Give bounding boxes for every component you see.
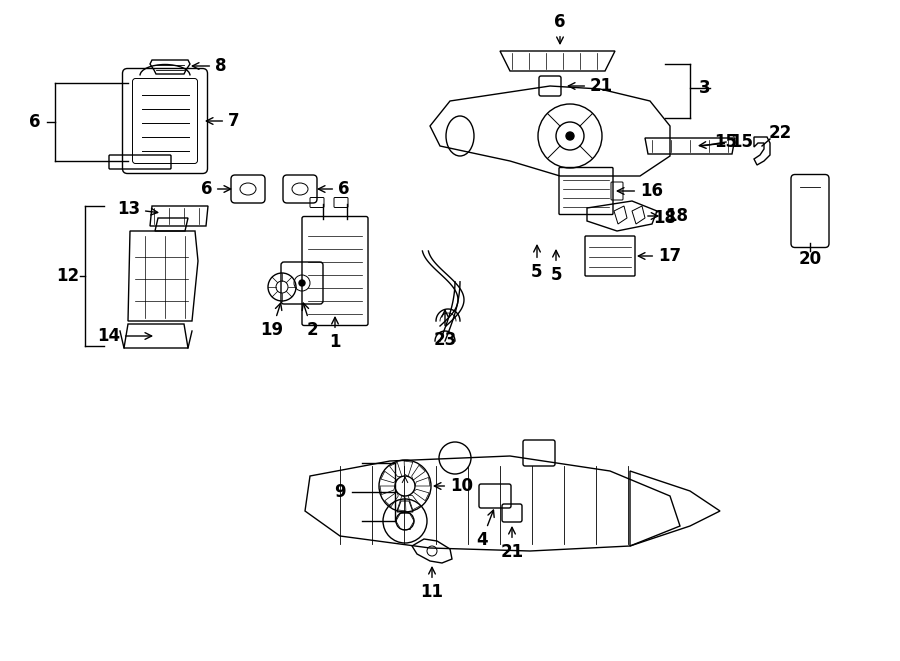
Text: 15: 15: [715, 133, 737, 151]
Text: 7: 7: [206, 112, 239, 130]
Text: 5: 5: [550, 251, 562, 284]
Text: 1: 1: [329, 317, 341, 351]
Text: 15: 15: [699, 133, 753, 151]
Text: 14: 14: [97, 327, 152, 345]
Text: 9: 9: [334, 483, 346, 501]
Text: 16: 16: [617, 182, 663, 200]
Text: 11: 11: [420, 567, 444, 601]
Circle shape: [566, 132, 574, 140]
Text: 19: 19: [260, 303, 284, 339]
Text: 8: 8: [193, 57, 227, 75]
Text: 21: 21: [500, 527, 524, 561]
Text: 5: 5: [531, 245, 543, 281]
Text: 13: 13: [117, 200, 158, 218]
Circle shape: [299, 280, 305, 286]
Text: 2: 2: [302, 303, 318, 339]
Text: 12: 12: [57, 267, 79, 285]
Text: 4: 4: [476, 510, 494, 549]
Text: 6: 6: [201, 180, 230, 198]
Text: 20: 20: [798, 250, 822, 268]
Text: 18: 18: [653, 209, 677, 227]
Text: 22: 22: [769, 124, 792, 142]
Text: 18: 18: [648, 207, 688, 225]
Text: 6: 6: [29, 113, 40, 131]
Text: 21: 21: [568, 77, 613, 95]
Text: 17: 17: [638, 247, 681, 265]
Text: 6: 6: [319, 180, 349, 198]
Text: 10: 10: [435, 477, 473, 495]
Text: 6: 6: [554, 13, 566, 44]
Text: 3: 3: [699, 79, 711, 97]
Text: 23: 23: [434, 310, 456, 349]
